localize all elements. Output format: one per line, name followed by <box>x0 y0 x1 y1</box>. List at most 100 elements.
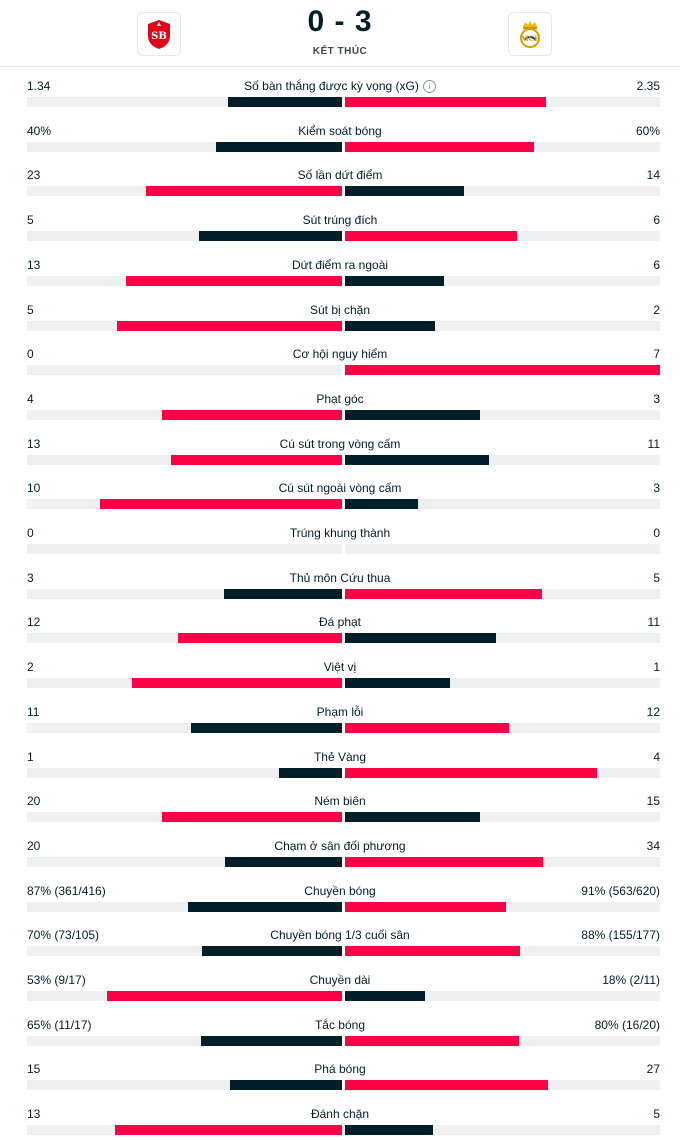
away-stat-value: 3 <box>653 391 660 406</box>
away-stat-value: 6 <box>653 213 660 228</box>
stat-label: Ném biên <box>0 794 680 808</box>
stat-label: Đánh chặn <box>0 1107 680 1121</box>
stat-row: 53% (9/17) Chuyền dài 18% (2/11) <box>0 961 680 1006</box>
away-stat-bar <box>345 186 465 197</box>
stat-row: 0 Cơ hội nguy hiểm 7 <box>0 335 680 380</box>
home-stat-bar <box>177 633 342 644</box>
stat-row: 5 Sút trúng đích 6 <box>0 201 680 246</box>
away-stat-bar-track <box>345 409 660 420</box>
home-stat-bar-track <box>27 856 342 867</box>
stat-row: 12 Đá phạt 11 <box>0 603 680 648</box>
stat-label-text: Cú sút trong vòng cấm <box>279 436 401 451</box>
match-header: SB 0 - 3 KẾT THÚC MCF <box>0 0 680 67</box>
home-stat-bar <box>200 1035 342 1046</box>
home-stat-value: 13 <box>27 436 41 451</box>
info-icon[interactable]: i <box>422 80 436 93</box>
home-stat-bar <box>216 141 342 152</box>
away-stat-value: 0 <box>653 526 660 540</box>
home-stat-bar-track <box>27 186 342 197</box>
home-stat-value: 1 <box>27 749 34 764</box>
stat-row: 23 Số lần dứt điểm 14 <box>0 156 680 201</box>
home-stat-value: 20 <box>27 838 41 853</box>
stat-label-text: Sút trúng đích <box>302 213 378 228</box>
away-stat-value: 91% (563/620) <box>581 883 660 898</box>
real-madrid-crest-icon: MCF <box>520 21 540 48</box>
home-stat-value: 10 <box>27 481 41 496</box>
away-stat-bar-track <box>345 856 660 867</box>
home-stat-bar-track <box>27 1035 342 1046</box>
stat-label-text: Số lần dứt điểm <box>297 168 383 183</box>
stat-label: Cú sút ngoài vòng cấm <box>0 481 680 495</box>
stat-label: Cú sút trong vòng cấm <box>0 437 680 451</box>
away-stat-bar <box>345 946 521 957</box>
away-stat-bar <box>345 365 660 376</box>
home-stat-bar-track <box>27 97 342 107</box>
away-team-logo[interactable]: MCF <box>508 12 552 56</box>
away-stat-bar-track <box>345 365 660 376</box>
stat-label: Tắc bóng <box>0 1018 680 1032</box>
away-stat-value: 14 <box>646 168 660 183</box>
home-stat-bar-track <box>27 991 342 1001</box>
home-stat-value: 0 <box>27 526 34 540</box>
home-stat-value: 1.34 <box>27 79 51 93</box>
home-stat-bar-track <box>27 1080 342 1091</box>
away-stat-bar <box>345 767 597 778</box>
away-stat-bar-track <box>345 499 660 510</box>
home-stat-bar-track <box>27 588 342 599</box>
stat-label: Trúng khung thành <box>0 526 680 540</box>
away-stat-value: 27 <box>646 1062 660 1077</box>
home-stat-bar <box>229 1080 342 1091</box>
away-stat-value: 5 <box>653 570 660 585</box>
stat-label-text: Ném biên <box>314 794 366 809</box>
home-stat-bar <box>114 1125 342 1136</box>
home-stat-bar-track <box>27 275 342 286</box>
away-stat-bar <box>345 454 490 465</box>
stat-label: Cơ hội nguy hiểm <box>0 347 680 361</box>
away-stat-bar-track <box>345 231 660 242</box>
stat-row: 1.34 Số bàn thắng được kỳ vọng (xG) i 2.35 <box>0 67 680 112</box>
home-stat-bar <box>202 946 342 957</box>
stat-label: Dứt điểm ra ngoài <box>0 258 680 272</box>
stat-row: 4 Phạt góc 3 <box>0 380 680 425</box>
away-stat-value: 60% <box>635 123 660 138</box>
stat-label-text: Dứt điểm ra ngoài <box>291 257 389 272</box>
stat-row: 2 Việt vị 1 <box>0 648 680 693</box>
stat-row: 65% (11/17) Tắc bóng 80% (16/20) <box>0 1006 680 1051</box>
stat-label: Chuyền bóng <box>0 884 680 898</box>
away-stat-bar <box>345 141 534 152</box>
home-stat-bar-track <box>27 812 342 823</box>
stat-label-text: Thẻ Vàng <box>313 749 367 764</box>
stat-label-text: Chuyền dài <box>309 973 371 987</box>
home-stat-value: 13 <box>27 257 41 272</box>
home-stat-bar-track <box>27 946 342 957</box>
home-stat-bar-track <box>27 678 342 689</box>
away-stat-bar <box>345 231 517 242</box>
away-stat-bar <box>345 901 507 912</box>
home-stat-value: 20 <box>27 794 41 809</box>
away-stat-value: 34 <box>646 838 660 853</box>
stat-label: Kiểm soát bóng <box>0 124 680 138</box>
away-stat-bar <box>345 409 480 420</box>
home-stat-bar-track <box>27 901 342 912</box>
away-stat-value: 1 <box>653 660 660 675</box>
stat-label: Phạm lỗi <box>0 705 680 719</box>
stat-row: 40% Kiểm soát bóng 60% <box>0 112 680 157</box>
home-stat-bar <box>188 901 342 912</box>
stat-row: 87% (361/416) Chuyền bóng 91% (563/620) <box>0 872 680 917</box>
away-stat-bar-track <box>345 991 660 1001</box>
away-stat-bar-track <box>345 812 660 823</box>
away-stat-bar-track <box>345 1035 660 1046</box>
home-team-logo[interactable]: SB <box>137 12 181 56</box>
stat-label: Thủ môn Cứu thua <box>0 571 680 585</box>
home-stat-value: 4 <box>27 391 34 406</box>
home-stat-bar-track <box>27 320 342 331</box>
stat-label-text: Cú sút ngoài vòng cấm <box>278 481 402 496</box>
home-stat-bar <box>279 767 342 778</box>
stat-label-text: Chạm ở sân đối phương <box>274 838 406 853</box>
stat-label-text: Thủ môn Cứu thua <box>289 570 391 585</box>
away-stat-bar <box>345 97 546 107</box>
away-stat-value: 6 <box>653 257 660 272</box>
home-stat-bar <box>162 409 342 420</box>
home-stat-value: 15 <box>27 1062 41 1077</box>
home-stat-bar <box>117 320 342 331</box>
